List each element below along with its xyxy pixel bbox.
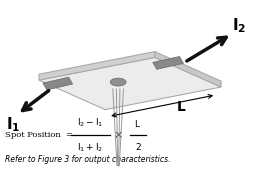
Text: Spot Position  =: Spot Position = <box>5 131 73 139</box>
Ellipse shape <box>110 78 126 86</box>
Text: $\mathsf{L}$: $\mathsf{L}$ <box>134 118 141 129</box>
Text: $\mathsf{\times}$: $\mathsf{\times}$ <box>113 130 123 140</box>
Text: L: L <box>177 100 186 114</box>
Text: $\mathbf{I_2}$: $\mathbf{I_2}$ <box>232 17 246 35</box>
Text: Refer to Figure 3 for output characteristics.: Refer to Figure 3 for output characteris… <box>5 155 171 164</box>
Polygon shape <box>39 57 221 110</box>
Polygon shape <box>155 52 221 87</box>
Polygon shape <box>39 52 155 80</box>
Text: $\mathsf{I_2 - I_1}$: $\mathsf{I_2 - I_1}$ <box>77 117 104 129</box>
Text: $\mathbf{I_1}$: $\mathbf{I_1}$ <box>6 115 21 134</box>
Text: $\mathsf{2}$: $\mathsf{2}$ <box>135 141 141 152</box>
Text: $\mathsf{I_1 + I_2}$: $\mathsf{I_1 + I_2}$ <box>77 141 104 154</box>
Polygon shape <box>153 57 184 69</box>
Polygon shape <box>43 77 73 90</box>
